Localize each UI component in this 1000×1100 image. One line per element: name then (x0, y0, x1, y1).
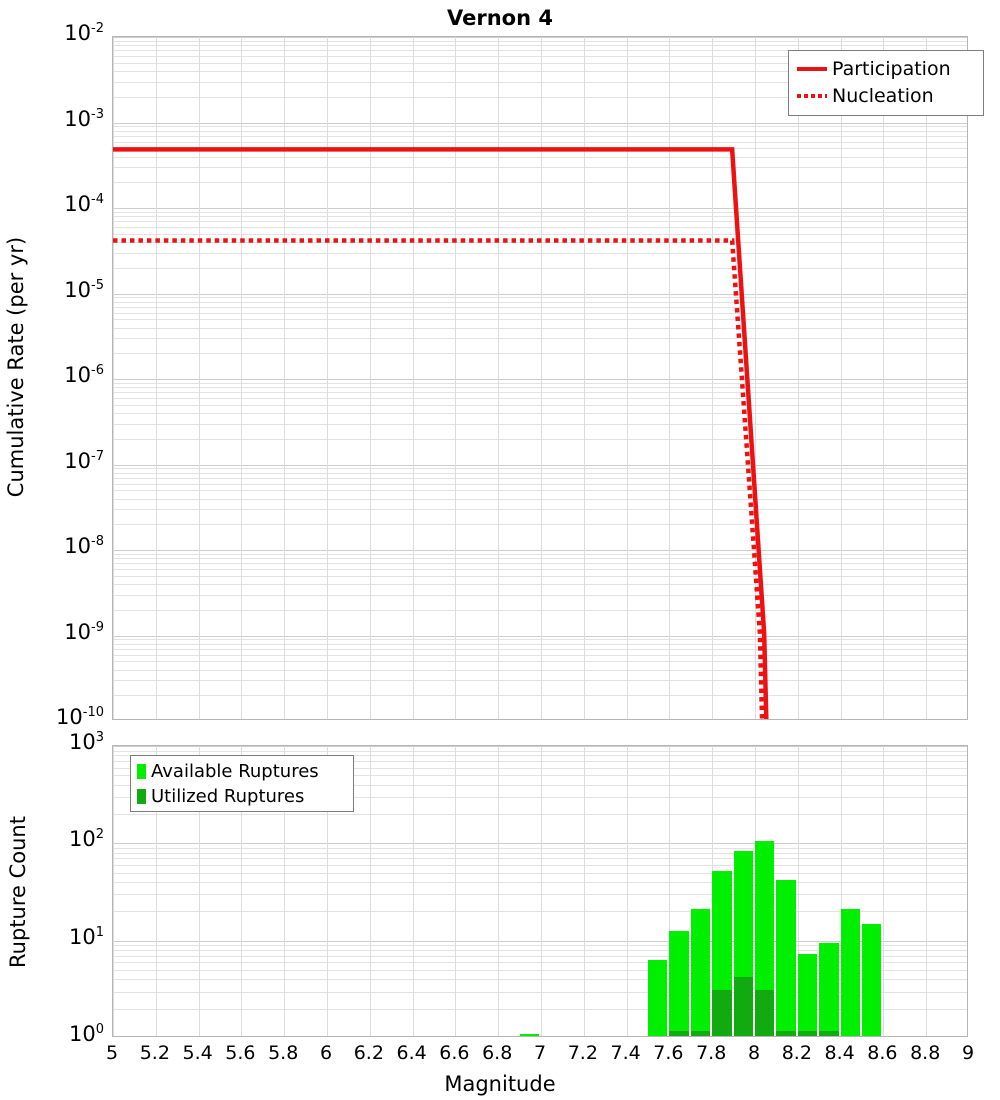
rupture-legend: Available Ruptures Utilized Ruptures (130, 755, 354, 812)
bar-available (690, 909, 711, 1036)
x-tick: 6.6 (439, 1042, 470, 1064)
x-tick: 8.8 (910, 1042, 941, 1064)
bar-available (669, 931, 689, 1036)
bottom-y-axis-title: Rupture Count (6, 816, 30, 968)
y-tick: 102 (68, 827, 104, 852)
legend-item-available-ruptures: Available Ruptures (137, 759, 347, 784)
x-tick: 6.2 (353, 1042, 384, 1064)
x-axis-title: Magnitude (444, 1072, 556, 1096)
legend-item-participation: Participation (797, 55, 975, 82)
x-tick: 5.2 (139, 1042, 170, 1064)
x-tick: 5.6 (225, 1042, 256, 1064)
rate-legend: Participation Nucleation (788, 50, 984, 116)
bar-available (840, 909, 860, 1036)
y-tick: 10-2 (64, 21, 104, 45)
x-tick: 5 (105, 1042, 119, 1064)
y-tick: 101 (68, 924, 104, 949)
legend-item-nucleation: Nucleation (797, 82, 975, 109)
bar-utilized (776, 1031, 796, 1036)
bar-available (519, 1034, 539, 1036)
bar-available (819, 943, 839, 1036)
top-y-tick-labels: 10-2 10-3 10-4 10-5 10-6 10-7 10-8 10-9 10-10 (0, 0, 104, 740)
bar-utilized (755, 989, 775, 1036)
x-tick: 6.8 (482, 1042, 513, 1064)
x-tick: 7.4 (610, 1042, 641, 1064)
solid-line-icon (797, 66, 827, 71)
bar-available (755, 841, 775, 1036)
legend-label-available: Available Ruptures (151, 761, 319, 782)
legend-label-participation: Participation (832, 57, 951, 80)
bar-utilized (690, 1031, 711, 1036)
bar-utilized (797, 1031, 818, 1036)
y-tick: 10-10 (56, 705, 104, 729)
y-tick: 100 (68, 1022, 104, 1046)
x-tick: 7 (533, 1042, 547, 1064)
y-tick: 10-6 (64, 363, 104, 387)
y-tick: 10-8 (64, 534, 104, 558)
x-tick: 8 (747, 1042, 761, 1064)
y-tick: 10-9 (64, 619, 104, 644)
utilized-swatch-icon (137, 789, 146, 804)
x-tick: 6 (319, 1042, 333, 1064)
bar-available (797, 953, 818, 1036)
legend-label-utilized: Utilized Ruptures (151, 786, 305, 807)
x-tick: 7.2 (567, 1042, 598, 1064)
bar-utilized (669, 1031, 689, 1036)
chart-title: Vernon 4 (447, 6, 553, 30)
y-tick: 103 (68, 730, 104, 754)
x-tick: 9 (961, 1042, 975, 1064)
series-line-participation (113, 147, 769, 719)
bar-utilized (712, 989, 732, 1036)
legend-item-utilized-ruptures: Utilized Ruptures (137, 784, 347, 809)
dotted-line-icon (797, 93, 827, 98)
y-tick: 10-7 (64, 448, 104, 473)
series-line-nucleation (113, 238, 765, 719)
bar-utilized (819, 1031, 839, 1036)
bar-available (776, 880, 796, 1036)
x-tick: 5.8 (268, 1042, 299, 1064)
y-tick: 10-5 (64, 277, 104, 302)
y-tick: 10-4 (64, 192, 104, 216)
cumulative-rate-plot (112, 36, 968, 720)
bar-available (862, 924, 882, 1036)
bottom-y-tick-labels: 103 102 101 100 (0, 0, 104, 1060)
rate-series-overlay (113, 147, 769, 719)
y-tick: 10-3 (64, 106, 104, 131)
x-tick: 8.2 (781, 1042, 812, 1064)
available-swatch-icon (137, 764, 146, 779)
x-tick: 5.4 (182, 1042, 213, 1064)
x-tick: 6.4 (396, 1042, 427, 1064)
legend-label-nucleation: Nucleation (832, 84, 934, 107)
x-tick: 7.8 (696, 1042, 727, 1064)
bar-available (648, 960, 668, 1036)
x-tick: 8.4 (824, 1042, 855, 1064)
bar-utilized (733, 977, 753, 1036)
x-tick: 7.6 (653, 1042, 684, 1064)
x-tick: 8.6 (867, 1042, 898, 1064)
